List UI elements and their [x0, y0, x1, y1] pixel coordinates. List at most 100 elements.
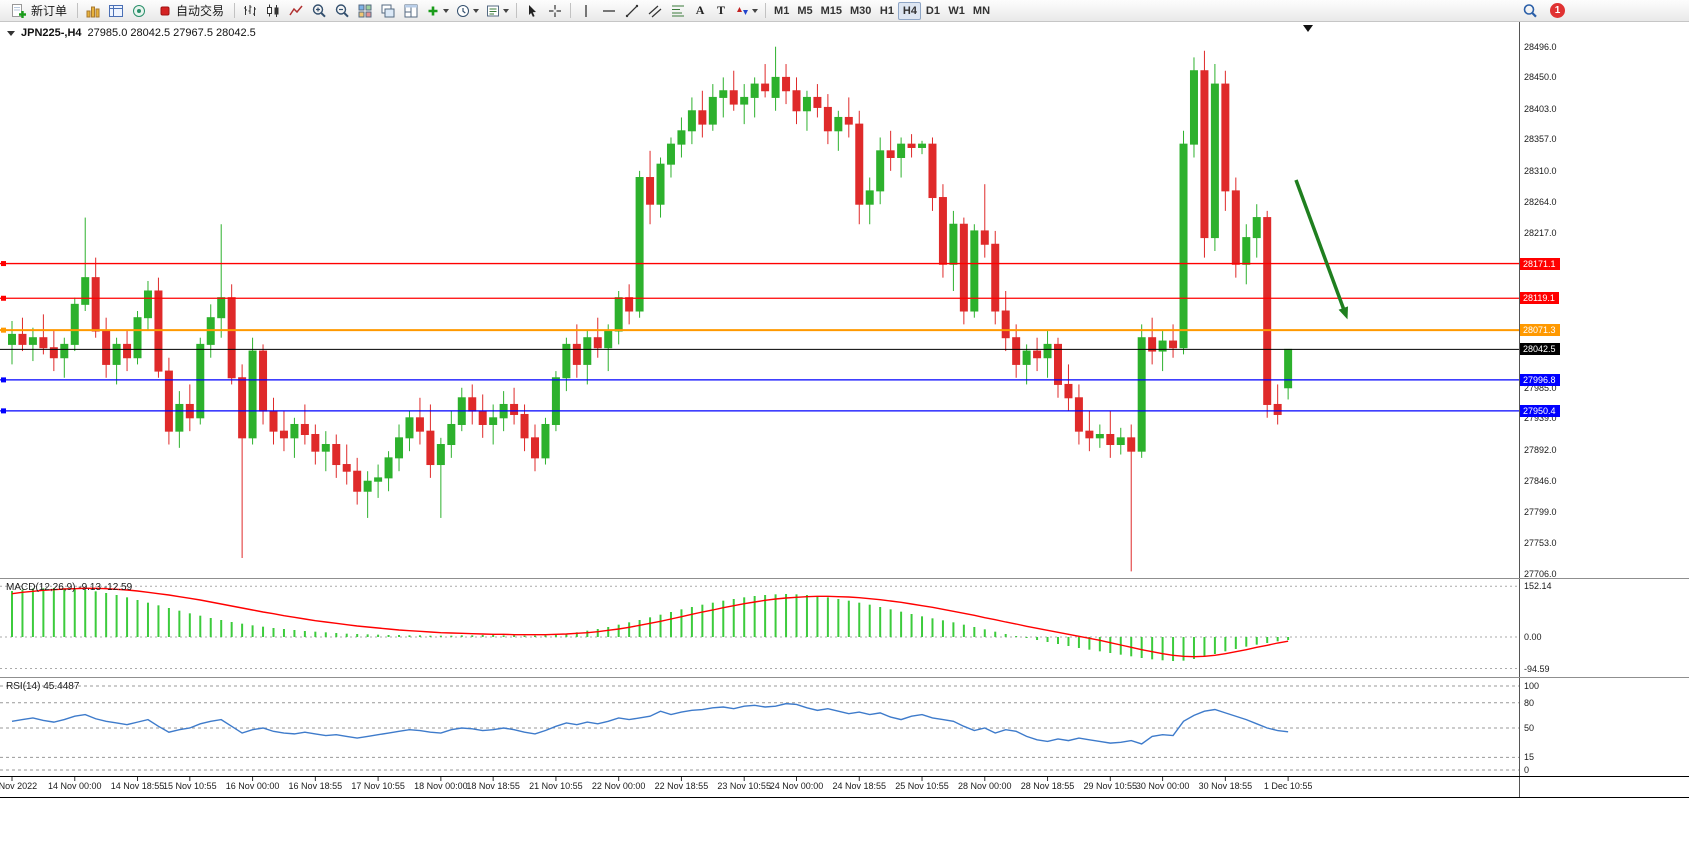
periods-button[interactable]: [453, 1, 482, 21]
timeframe-m15[interactable]: M15: [820, 5, 842, 17]
price-axis-label: 27846.0: [1524, 475, 1557, 486]
rsi-axis-label: 50: [1524, 723, 1535, 733]
panel-separator[interactable]: [0, 677, 1689, 678]
templates-button[interactable]: [483, 1, 512, 21]
terminal-icon[interactable]: [128, 1, 150, 21]
macd-label: MACD(12,26,9) -9.13 -12.59: [6, 582, 133, 593]
timeframe-h1[interactable]: H1: [879, 5, 894, 17]
time-axis-label: 22 Nov 18:55: [654, 781, 709, 791]
time-axis-label: 16 Nov 18:55: [288, 781, 343, 791]
data-window-icon[interactable]: [105, 1, 127, 21]
main-chart[interactable]: [0, 22, 1519, 578]
chart-title: JPN225-,H4 27985.0 28042.5 27967.5 28042…: [7, 27, 256, 39]
symbol-timeframe-label: JPN225-,H4: [21, 27, 82, 39]
search-icon[interactable]: [1519, 1, 1541, 21]
time-axis-label: 30 Nov 18:55: [1198, 781, 1253, 791]
label-tool-icon[interactable]: T: [717, 3, 726, 17]
macd-panel[interactable]: [0, 579, 1519, 677]
timeframe-w1[interactable]: W1: [948, 5, 965, 17]
price-axis-label: 27939.0: [1524, 413, 1557, 424]
autotrading-icon: [157, 4, 173, 18]
vertical-line-icon[interactable]: [575, 1, 597, 21]
collapse-icon[interactable]: [7, 30, 15, 36]
timeframe-m5[interactable]: M5: [797, 5, 813, 17]
cursor-icon[interactable]: [521, 1, 543, 21]
price-axis-label: 27892.0: [1524, 444, 1557, 455]
new-order-label: 新订单: [31, 4, 68, 18]
price-level-badge[interactable]: 28042.5: [1520, 343, 1560, 356]
time-axis-label: 17 Nov 10:55: [351, 781, 405, 791]
macd-axis-label: -94.59: [1524, 663, 1550, 674]
time-axis-label: 29 Nov 10:55: [1083, 781, 1138, 791]
timeframe-m30[interactable]: M30: [850, 5, 872, 17]
time-axis-label: 18 Nov 18:55: [466, 781, 520, 791]
bar-chart-icon[interactable]: [239, 1, 261, 21]
toolbar-separator: [234, 3, 236, 18]
toolbar-separator: [77, 3, 79, 18]
ohlc-values: 27985.0 28042.5 27967.5 28042.5: [87, 27, 256, 39]
price-axis-label: 28496.0: [1524, 41, 1557, 52]
price-level-badge[interactable]: 27950.4: [1520, 404, 1560, 417]
zoom-out-icon[interactable]: [331, 1, 353, 21]
time-axis-label: 21 Nov 10:55: [529, 781, 583, 791]
new-order-button[interactable]: 新订单: [4, 1, 73, 21]
price-axis-label: 28403.0: [1524, 103, 1557, 114]
price-level-badge[interactable]: 28071.3: [1520, 324, 1560, 337]
price-level-badge[interactable]: 28119.1: [1520, 292, 1559, 305]
time-axis-label: 30 Nov 00:00: [1135, 781, 1190, 791]
axis-separator: [1519, 22, 1520, 797]
panel-separator[interactable]: [0, 578, 1689, 579]
time-axis-label: 14 Nov 00:00: [47, 781, 102, 791]
rsi-axis-label: 15: [1524, 752, 1535, 763]
price-level-badge[interactable]: 28171.1: [1520, 257, 1560, 270]
indicators-button[interactable]: [423, 1, 452, 21]
timeframe-m1[interactable]: M1: [774, 5, 790, 17]
macd-axis-label: 152.14: [1524, 581, 1552, 592]
arrange-windows-icon[interactable]: [400, 1, 422, 21]
chevron-down-icon: [752, 8, 759, 13]
notification-badge[interactable]: 1: [1550, 3, 1565, 18]
tile-windows-icon[interactable]: [354, 1, 376, 21]
zoom-in-icon[interactable]: [308, 1, 330, 21]
channel-icon[interactable]: [644, 1, 666, 21]
autotrading-button[interactable]: 自动交易: [151, 1, 230, 21]
price-axis-label: 28357.0: [1524, 134, 1557, 145]
time-axis-label: 28 Nov 00:00: [957, 781, 1012, 791]
toolbar: 新订单 自动交易: [0, 0, 1689, 22]
price-level-badge[interactable]: 27996.8: [1520, 373, 1560, 386]
horizontal-line-icon[interactable]: [598, 1, 620, 21]
market-watch-icon[interactable]: [82, 1, 104, 21]
time-axis-label: 24 Nov 00:00: [769, 781, 824, 791]
timeframe-h4[interactable]: H4: [898, 2, 922, 20]
time-axis-label: 11 Nov 2022: [0, 781, 38, 791]
candlestick-chart-icon[interactable]: [262, 1, 284, 21]
time-axis-label: 22 Nov 00:00: [591, 781, 646, 791]
crosshair-icon[interactable]: [544, 1, 566, 21]
line-chart-icon[interactable]: [285, 1, 307, 21]
chevron-down-icon: [503, 8, 510, 13]
time-axis-label: 15 Nov 10:55: [163, 781, 217, 791]
rsi-panel[interactable]: [0, 678, 1519, 776]
cascade-windows-icon[interactable]: [377, 1, 399, 21]
autotrading-label: 自动交易: [176, 4, 225, 18]
text-tool-icon[interactable]: A: [695, 3, 705, 17]
timeframe-d1[interactable]: D1: [925, 5, 940, 17]
time-axis-label: 14 Nov 18:55: [110, 781, 165, 791]
price-axis-label: 28310.0: [1524, 165, 1557, 176]
fibonacci-icon[interactable]: [667, 1, 689, 21]
time-axis-label: 18 Nov 00:00: [414, 781, 468, 791]
price-axis-label: 27985.0: [1524, 382, 1557, 393]
arrows-tool-button[interactable]: [732, 1, 761, 21]
timeframe-group: M1 M5 M15 M30 H1 H4 D1 W1 MN: [770, 1, 994, 20]
toolbar-separator: [516, 3, 518, 18]
time-axis-label: 23 Nov 10:55: [717, 781, 771, 791]
bottom-border: [0, 797, 1689, 798]
time-axis-label: 25 Nov 10:55: [895, 781, 949, 791]
trendline-icon[interactable]: [621, 1, 643, 21]
timeframe-mn[interactable]: MN: [972, 5, 991, 17]
new-order-icon: [10, 3, 28, 19]
macd-axis-label: 0.00: [1524, 632, 1542, 642]
toolbar-separator: [765, 3, 767, 18]
time-axis-label: 24 Nov 18:55: [832, 781, 887, 791]
